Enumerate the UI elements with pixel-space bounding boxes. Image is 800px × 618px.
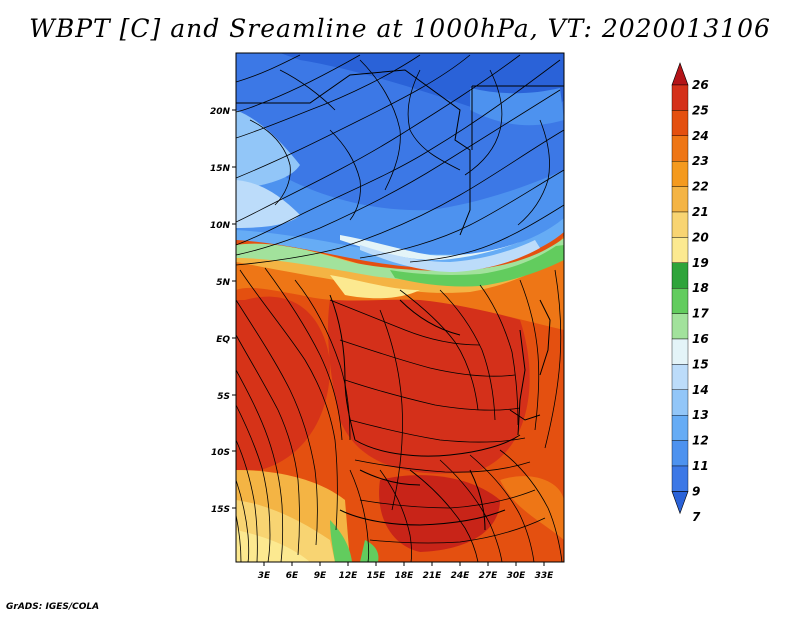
colorbar-label: 24 — [692, 129, 709, 143]
colorbar-segment — [671, 135, 689, 162]
colorbar-segment — [671, 288, 689, 314]
colorbar-label: 14 — [692, 383, 709, 397]
lat-label: 15N — [210, 164, 231, 174]
colorbar-label: 23 — [692, 154, 709, 168]
lat-label: 5N — [216, 278, 230, 288]
colorbar-segment — [671, 237, 689, 263]
colorbar-label: 13 — [692, 408, 709, 422]
grads-credit: GrADS: IGES/COLA — [6, 602, 100, 612]
lon-label: 30E — [507, 571, 527, 581]
colorbar-segment — [671, 313, 689, 340]
colorbar-segment — [671, 338, 689, 365]
lon-label: 12E — [339, 571, 359, 581]
latitude-labels: 20N 15N 10N 5N EQ 5S 10S 15S — [210, 107, 231, 515]
chart-title: WBPT [C] and Sreamline at 1000hPa, VT: 2… — [29, 14, 771, 43]
colorbar-label: 16 — [692, 332, 709, 346]
colorbar-segment — [671, 186, 689, 213]
lat-label: 20N — [210, 107, 231, 117]
longitude-labels: 3E 6E 9E 12E 15E 18E 21E 24E 27E 30E 33E — [258, 571, 554, 581]
colorbar: 26 25 24 23 22 21 20 19 18 17 16 15 14 13 12 11 9 7 — [671, 62, 709, 524]
colorbar-label: 17 — [692, 307, 709, 321]
lon-label: 18E — [395, 571, 415, 581]
colorbar-label: 21 — [692, 205, 709, 219]
lat-label: 10S — [211, 448, 230, 458]
colorbar-label: 26 — [692, 78, 709, 92]
axis-ticks — [232, 109, 545, 566]
colorbar-segment — [671, 110, 689, 137]
colorbar-label: 15 — [692, 357, 709, 371]
colorbar-segment — [671, 415, 689, 441]
lat-label: EQ — [216, 335, 230, 345]
colorbar-label: 19 — [692, 256, 709, 270]
colorbar-segment — [671, 211, 689, 238]
colorbar-segment — [671, 440, 689, 467]
colorbar-label: 11 — [692, 459, 709, 473]
lat-label: 10N — [210, 221, 231, 231]
colorbar-label: 22 — [692, 180, 709, 194]
lat-label: 15S — [211, 505, 230, 515]
colorbar-segment — [671, 465, 689, 492]
colorbar-segment — [671, 262, 689, 289]
colorbar-label: 20 — [692, 230, 709, 244]
colorbar-label: 9 — [692, 484, 700, 498]
lon-label: 9E — [314, 571, 327, 581]
colorbar-top-arrow — [671, 62, 689, 86]
country-borders — [236, 69, 564, 531]
colorbar-label: 25 — [692, 103, 709, 117]
map-frame — [235, 52, 565, 563]
wbpt-shading — [236, 53, 564, 562]
streamlines — [236, 54, 564, 562]
colorbar-label: 12 — [692, 434, 709, 448]
lon-label: 21E — [423, 571, 443, 581]
colorbar-segment — [671, 160, 689, 187]
lon-label: 15E — [367, 571, 387, 581]
lon-label: 24E — [451, 571, 471, 581]
colorbar-bottom-arrow — [671, 491, 689, 515]
colorbar-label: 7 — [692, 510, 701, 524]
lon-label: 3E — [258, 571, 271, 581]
lat-label: 5S — [217, 392, 230, 402]
colorbar-label: 18 — [692, 281, 709, 295]
colorbar-segment — [671, 84, 689, 111]
lon-label: 33E — [535, 571, 555, 581]
lon-label: 27E — [479, 571, 499, 581]
colorbar-segment — [671, 389, 689, 416]
colorbar-segment — [671, 364, 689, 390]
lon-label: 6E — [286, 571, 299, 581]
